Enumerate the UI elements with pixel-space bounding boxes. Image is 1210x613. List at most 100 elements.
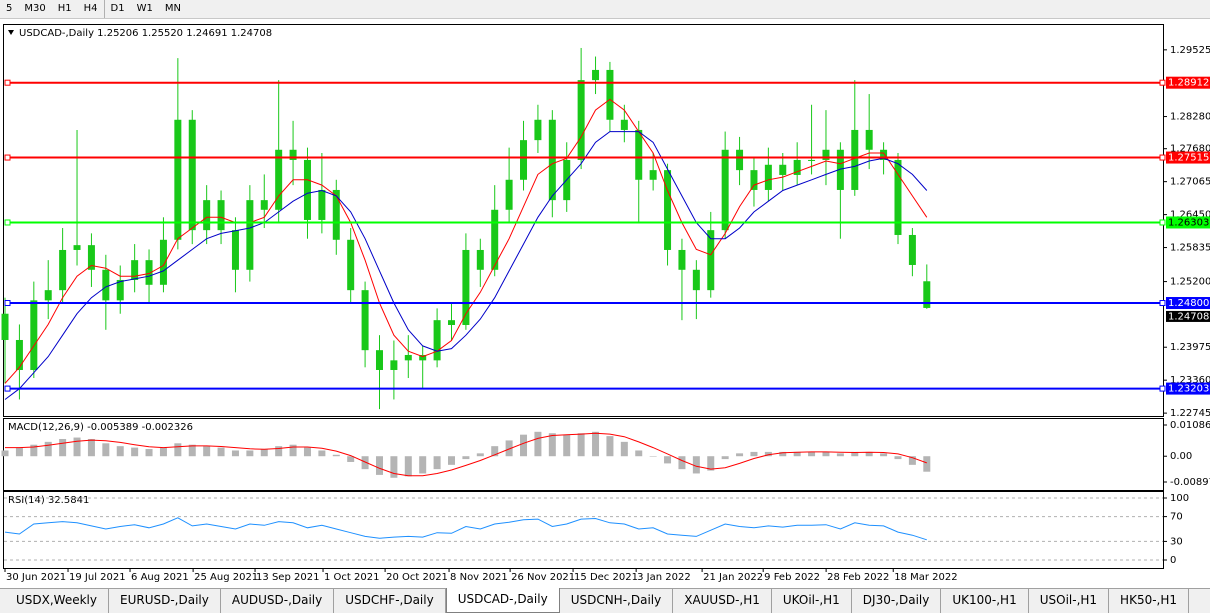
- candle-body: [15, 339, 23, 370]
- chart-tab[interactable]: USDCAD-,Daily: [445, 588, 560, 613]
- macd-bar: [159, 447, 167, 457]
- macd-bar: [303, 447, 311, 457]
- macd-bar: [606, 436, 614, 457]
- chart-tab[interactable]: USDX,Weekly: [5, 589, 109, 613]
- candle-body: [188, 119, 196, 231]
- candle-body: [145, 260, 153, 285]
- level-anchor: [1159, 385, 1166, 392]
- x-tick-label: 13 Sep 2021: [256, 572, 319, 583]
- candle-body: [851, 129, 859, 190]
- candle-body: [664, 170, 672, 250]
- y-tick-label: -0.008974: [1170, 477, 1210, 488]
- candle-body: [30, 300, 38, 370]
- level-anchor: [1159, 300, 1166, 307]
- macd-bar: [620, 441, 628, 457]
- x-tick-label: 20 Oct 2021: [386, 572, 448, 583]
- candle-body: [736, 149, 744, 171]
- timeframe-button[interactable]: MN: [164, 3, 181, 14]
- chart-tab[interactable]: DJ30-,Daily: [852, 589, 942, 613]
- macd-bar: [880, 453, 888, 457]
- level-anchor: [4, 300, 11, 307]
- candle-body: [822, 149, 830, 160]
- candle-body: [116, 279, 124, 301]
- chart-tab[interactable]: HK50-,H1: [1109, 589, 1190, 613]
- y-tick-label: 1.23360: [1170, 375, 1210, 386]
- last-price-tag: [1166, 310, 1210, 322]
- candle-body: [779, 164, 787, 175]
- timeframe-button[interactable]: D1: [103, 0, 131, 18]
- level-price-tag: [1166, 76, 1210, 89]
- macd-bar: [923, 456, 931, 472]
- candle-body: [808, 159, 816, 161]
- timeframe-button[interactable]: M30: [24, 3, 46, 14]
- chart-tab[interactable]: USOil-,H1: [1029, 589, 1110, 613]
- candle-body: [448, 320, 456, 325]
- candle-body: [59, 249, 67, 291]
- candle-body: [404, 354, 412, 361]
- macd-bar: [145, 449, 153, 457]
- level-price-tag: [1166, 382, 1210, 395]
- macd-bar: [332, 454, 340, 457]
- macd-bar: [1, 450, 9, 457]
- macd-bar: [289, 444, 297, 457]
- candle-body: [419, 354, 427, 361]
- candle-body: [303, 159, 311, 220]
- macd-bar: [30, 444, 38, 457]
- macd-bar: [851, 451, 859, 457]
- macd-bar: [203, 446, 211, 457]
- y-tick-label: 1.25200: [1170, 277, 1210, 288]
- rsi-panel-frame: [3, 491, 1164, 569]
- candle-body: [865, 129, 873, 150]
- candle-body: [159, 239, 167, 285]
- macd-bar: [548, 433, 556, 457]
- x-tick-label: 26 Nov 2021: [511, 572, 575, 583]
- candle-body: [520, 140, 528, 180]
- chart-tab[interactable]: AUDUSD-,Daily: [221, 589, 335, 613]
- y-tick-label: 100: [1170, 493, 1189, 504]
- macd-bar: [908, 456, 916, 465]
- macd-bar: [491, 446, 499, 457]
- panel-title: RSI(14) 32.5841: [8, 495, 89, 506]
- macd-bar: [563, 434, 571, 457]
- level-anchor: [4, 79, 11, 86]
- chart-tab[interactable]: UK100-,H1: [941, 589, 1029, 613]
- candle-body: [577, 80, 585, 160]
- candle-body: [1, 313, 9, 340]
- chart-tab[interactable]: UKOil-,H1: [772, 589, 852, 613]
- candle-body: [678, 249, 686, 270]
- timeframe-button[interactable]: H1: [57, 3, 72, 14]
- candle-body: [231, 230, 239, 270]
- timeframe-button[interactable]: 5: [6, 3, 13, 14]
- y-tick-label: 1.23975: [1170, 342, 1210, 353]
- macd-signal-line: [5, 432, 927, 477]
- macd-bar: [462, 456, 470, 460]
- y-tick-label: 1.29525: [1170, 45, 1210, 56]
- x-tick-label: 30 Jun 2021: [6, 572, 66, 583]
- macd-bar: [59, 438, 67, 457]
- macd-bar: [116, 446, 124, 457]
- level-price-tag: [1166, 151, 1210, 164]
- x-tick-label: 21 Jan 2022: [703, 572, 763, 583]
- macd-bar: [217, 447, 225, 457]
- x-tick-label: 18 Mar 2022: [894, 572, 957, 583]
- macd-bar: [793, 451, 801, 457]
- chart-tab[interactable]: USDCNH-,Daily: [560, 589, 674, 613]
- macd-bar: [419, 456, 427, 474]
- chart-tab[interactable]: XAUUSD-,H1: [673, 589, 772, 613]
- y-tick-label: 1.28280: [1170, 112, 1210, 123]
- moving-average-line: [4, 98, 928, 384]
- chart-tab[interactable]: EURUSD-,Daily: [109, 589, 221, 613]
- macd-bar: [592, 431, 600, 457]
- timeframe-button[interactable]: H4: [83, 3, 98, 14]
- level-anchor: [1159, 79, 1166, 86]
- candle-body: [217, 200, 225, 231]
- candle-body: [880, 149, 888, 160]
- macd-bar: [779, 451, 787, 457]
- macd-bar: [865, 451, 873, 457]
- chart-tab[interactable]: USDCHF-,Daily: [334, 589, 446, 613]
- candle-body: [548, 119, 556, 201]
- timeframe-button[interactable]: W1: [136, 3, 153, 14]
- x-tick-label: 1 Oct 2021: [324, 572, 379, 583]
- y-tick-label: 0.010869: [1170, 420, 1210, 431]
- candle-body: [174, 119, 182, 240]
